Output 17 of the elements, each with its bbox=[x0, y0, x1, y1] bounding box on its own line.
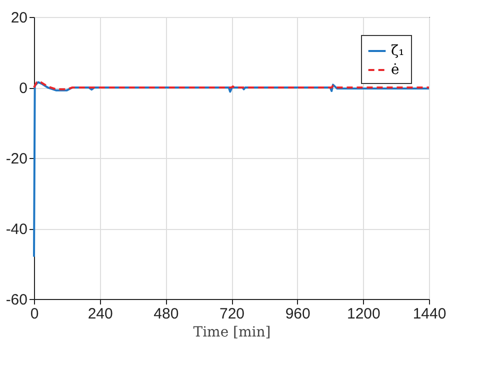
x-tick-label: 0 bbox=[30, 306, 39, 322]
y-tick-label: -60 bbox=[6, 292, 28, 308]
x-tick-label: 960 bbox=[285, 306, 310, 322]
legend-label: ζ₁ bbox=[391, 43, 404, 59]
x-tick-label: 480 bbox=[154, 306, 179, 322]
line-series bbox=[33, 81, 430, 90]
x-tick-label: 1440 bbox=[412, 306, 446, 322]
x-axis-title: Time [min] bbox=[193, 324, 271, 340]
line-series bbox=[33, 81, 430, 258]
y-tick-label: 20 bbox=[10, 10, 28, 26]
x-tick-label: 240 bbox=[88, 306, 113, 322]
y-tick-label: -40 bbox=[6, 221, 28, 238]
x-tick-label: 720 bbox=[219, 306, 245, 322]
x-tick-label: 1200 bbox=[346, 306, 380, 322]
y-tick-label: 0 bbox=[19, 80, 28, 97]
legend-label: ė bbox=[391, 62, 400, 78]
y-tick-label: -20 bbox=[6, 150, 28, 168]
